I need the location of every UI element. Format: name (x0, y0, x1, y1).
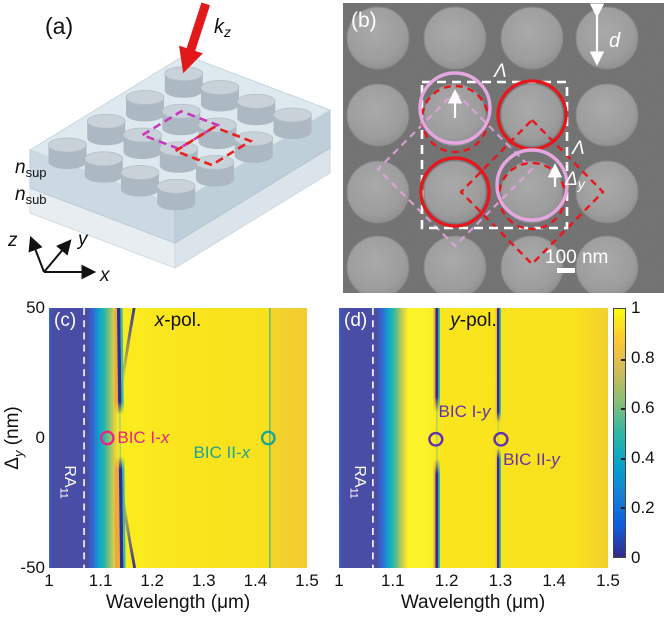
z-axis-label: z (7, 230, 18, 251)
x-tick: 1.3 (191, 571, 216, 590)
side-branch-bottom (120, 487, 137, 568)
panel-a-label: (a) (45, 13, 73, 39)
pink-circle-bottom (495, 148, 569, 222)
heatmap-c-plot (49, 308, 307, 568)
x-tick: 1.3 (488, 571, 513, 590)
heatmap-d-field (339, 308, 608, 568)
panel-d-label: (d) (344, 310, 368, 331)
x-axis-label-d: Wavelength (μm) (400, 592, 546, 613)
period-label-right: Λ (571, 138, 585, 159)
colorbar-tick-06: 0.6 (631, 398, 655, 417)
x-axis-label-c: Wavelength (μm) (105, 592, 251, 613)
coordinate-axes (28, 235, 97, 280)
scale-label: 100 nm (545, 247, 608, 268)
kz-arrow (179, 2, 211, 74)
y-axis-label: Δy (nm) (2, 406, 26, 470)
panel-b-sem: (b) d Λ Λ Δy 100 nm (343, 3, 664, 293)
period-label-top: Λ (493, 61, 507, 82)
colorbar-tick-04: 0.4 (631, 448, 655, 467)
heatmap-c: (c) x-pol. RA11 BIC I-x BIC II-x (49, 308, 307, 568)
panel-b-label: (b) (351, 9, 377, 32)
bic1-label-c: BIC I-x (117, 428, 170, 447)
colorbar-labels: 1 0.8 0.6 0.4 0.2 0 (631, 298, 664, 567)
nsup-label: nsup (15, 157, 47, 180)
panel-a-schematic: (a) kz nsup nsub z y x (7, 2, 332, 286)
x-axis-label: x (99, 265, 111, 286)
heatmap-c-field (49, 308, 307, 568)
panel-d-title: y-pol. (450, 310, 497, 331)
unit-cell-red-dashed (459, 118, 605, 266)
x-tick: 1.1 (380, 571, 405, 590)
resonance-II-line-d (494, 308, 502, 568)
diameter-label: d (609, 30, 621, 52)
x-axis-ticks-d: 1 1.1 1.2 1.3 1.4 1.5 (334, 571, 620, 591)
bic2-label-d: BIC II-y (503, 449, 560, 469)
resonance-I-line-d (431, 308, 441, 568)
x-tick: 1.2 (434, 571, 459, 590)
x-tick: 1.4 (542, 571, 567, 590)
panel-c-title: x-pol. (154, 310, 202, 331)
heatmap-d-plot (339, 308, 608, 568)
colorbar (613, 308, 626, 558)
x-tick: 1.5 (596, 571, 620, 590)
bic1-label-d: BIC I-y (438, 401, 491, 421)
y-axis-ticks: 50 0 -50 (0, 298, 45, 577)
y-tick-50: 50 (26, 298, 45, 317)
x-axis-ticks-c: 1 1.1 1.2 1.3 1.4 1.5 (44, 571, 319, 591)
y-tick-0: 0 (35, 428, 45, 447)
panel-c-ra-label: RA11 (57, 465, 78, 499)
colorbar-tick-1: 1 (631, 298, 641, 317)
kz-label: kz (214, 16, 231, 40)
x-tick: 1.4 (243, 571, 268, 590)
x-tick: 1 (334, 571, 344, 590)
unit-cell-red (172, 125, 254, 167)
bic2-marker-c (260, 430, 276, 446)
bic2-label-c: BIC II-x (193, 443, 251, 463)
heatmap-d: (d) y-pol. RA11 BIC I-y BIC II-y (339, 308, 608, 568)
resonance-I-line (111, 308, 126, 568)
colorbar-tick-02: 0.2 (631, 498, 655, 517)
x-tick: 1.1 (88, 571, 113, 590)
x-tick: 1.5 (295, 571, 319, 590)
bic1-marker-d (428, 431, 444, 447)
pink-circle-top (418, 71, 492, 145)
x-tick: 1.2 (140, 571, 165, 590)
unit-cell-pink-dashed (376, 90, 534, 248)
bic1-marker-c (99, 430, 115, 446)
panel-d-ra-label: RA11 (347, 465, 368, 499)
y-tick-m50: -50 (20, 558, 45, 577)
x-tick: 1 (44, 571, 54, 590)
scale-bar (557, 268, 575, 273)
red-circle-bottom (419, 156, 491, 228)
nsub-label: nsub (15, 184, 47, 207)
unit-cell-magenta (139, 109, 221, 151)
colorbar-tick-08: 0.8 (631, 348, 655, 367)
bic2-marker-d (493, 431, 509, 447)
colorbar-tick-0: 0 (631, 548, 641, 567)
panel-c-label: (c) (54, 310, 77, 331)
y-axis-label: y (76, 229, 89, 250)
shift-label: Δy (564, 169, 586, 192)
period-square-dashed (420, 80, 569, 230)
